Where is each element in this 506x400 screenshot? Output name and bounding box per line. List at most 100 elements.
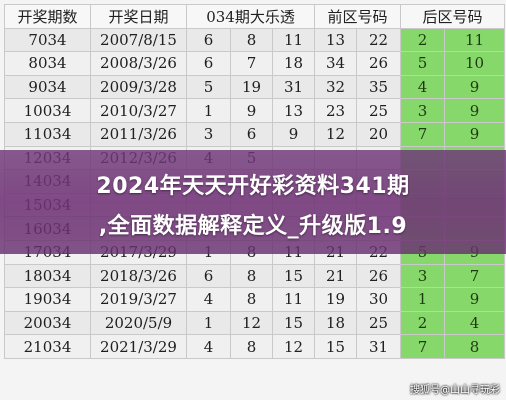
front-zone-cell: 1: [186, 98, 231, 123]
front-zone-cell: 31: [356, 334, 402, 359]
front-zone-cell: 31: [271, 74, 316, 100]
front-zone-cell: 4: [186, 334, 231, 359]
issue-cell: 9034: [4, 74, 91, 100]
back-zone-cell: 3: [400, 98, 446, 123]
back-zone-cell: 2: [400, 27, 446, 53]
back-zone-cell: 2: [400, 310, 446, 336]
back-zone-cell: 11: [444, 27, 506, 53]
column-header: 开奖日期: [90, 4, 187, 29]
issue-cell: 10034: [4, 98, 91, 123]
table-row: 19034 2019/3/27 4 8 11 19 30 1 9: [4, 287, 506, 312]
front-zone-cell: 19: [314, 287, 358, 312]
back-zone-cell: 4: [444, 310, 506, 336]
back-zone-cell: 9: [444, 287, 506, 312]
front-zone-cell: 8: [230, 334, 273, 359]
date-cell: 2009/3/28: [90, 74, 187, 100]
front-zone-cell: 13: [271, 98, 316, 123]
front-zone-cell: 34: [314, 51, 358, 76]
watermark: 搜狐号@山山寻玩彩: [410, 385, 500, 396]
front-zone-cell: 12: [314, 121, 358, 147]
title-banner: 2024年天天开好彩资料341期 ,全面数据解释定义_升级版1.9: [0, 150, 506, 254]
date-cell: 2007/8/15: [90, 27, 187, 53]
back-zone-cell: 1: [400, 287, 446, 312]
front-zone-cell: 7: [230, 51, 273, 76]
table-row: 18034 2018/3/26 6 8 15 21 26 3 7: [4, 263, 506, 289]
column-header: 034期大乐透: [185, 4, 316, 29]
front-zone-cell: 12: [271, 334, 316, 359]
column-header: 后区号码: [400, 4, 506, 29]
front-zone-cell: 30: [356, 287, 402, 312]
back-zone-cell: 7: [400, 334, 446, 359]
issue-cell: 21034: [4, 334, 91, 359]
back-zone-cell: 5: [400, 51, 446, 76]
front-zone-cell: 19: [230, 74, 273, 100]
front-zone-cell: 1: [186, 310, 231, 336]
front-zone-cell: 15: [271, 310, 316, 336]
front-zone-cell: 6: [186, 263, 231, 289]
back-zone-cell: 7: [400, 121, 446, 147]
issue-cell: 7034: [4, 27, 91, 53]
back-zone-cell: 9: [444, 74, 506, 100]
issue-cell: 19034: [4, 287, 91, 312]
table-row: 10034 2010/3/27 1 9 13 23 25 3 9: [4, 98, 506, 123]
back-zone-cell: 8: [444, 334, 506, 359]
table-row: 8034 2008/3/26 6 7 18 34 26 5 10: [4, 51, 506, 76]
front-zone-cell: 11: [271, 27, 316, 53]
front-zone-cell: 15: [271, 263, 316, 289]
table-header-row: 开奖期数 开奖日期 034期大乐透 前区号码 后区号码: [4, 4, 506, 29]
front-zone-cell: 25: [356, 98, 402, 123]
banner-title-line-1: 2024年天天开好彩资料341期: [96, 174, 410, 199]
front-zone-cell: 4: [186, 287, 231, 312]
front-zone-cell: 6: [230, 121, 273, 147]
issue-cell: 20034: [4, 310, 91, 336]
date-cell: 2020/5/9: [90, 310, 187, 336]
front-zone-cell: 6: [186, 27, 231, 53]
front-zone-cell: 32: [314, 74, 358, 100]
back-zone-cell: 9: [444, 98, 506, 123]
issue-cell: 8034: [4, 51, 91, 76]
date-cell: 2018/3/26: [90, 263, 187, 289]
front-zone-cell: 5: [186, 74, 231, 100]
front-zone-cell: 26: [356, 51, 402, 76]
front-zone-cell: 15: [314, 334, 358, 359]
back-zone-cell: 10: [444, 51, 506, 76]
column-header: 开奖期数: [4, 4, 91, 29]
front-zone-cell: 8: [230, 27, 273, 53]
date-cell: 2011/3/26: [90, 121, 187, 147]
back-zone-cell: 7: [444, 263, 506, 289]
front-zone-cell: 21: [314, 263, 358, 289]
front-zone-cell: 26: [356, 263, 402, 289]
date-cell: 2021/3/29: [90, 334, 187, 359]
front-zone-cell: 22: [356, 27, 402, 53]
front-zone-cell: 25: [356, 310, 402, 336]
table-row: 7034 2007/8/15 6 8 11 13 22 2 11: [4, 27, 506, 53]
date-cell: 2019/3/27: [90, 287, 187, 312]
front-zone-cell: 20: [356, 121, 402, 147]
date-cell: 2008/3/26: [90, 51, 187, 76]
front-zone-cell: 18: [271, 51, 316, 76]
back-zone-cell: 3: [400, 263, 446, 289]
back-zone-cell: 4: [400, 74, 446, 100]
table-row: 20034 2020/5/9 1 12 15 18 25 2 4: [4, 310, 506, 336]
banner-title-line-2: ,全面数据解释定义_升级版1.9: [98, 214, 408, 239]
front-zone-cell: 9: [230, 98, 273, 123]
front-zone-cell: 12: [230, 310, 273, 336]
column-header: 前区号码: [314, 4, 402, 29]
front-zone-cell: 8: [230, 263, 273, 289]
table-row: 21034 2021/3/29 4 8 12 15 31 7 8: [4, 334, 506, 359]
date-cell: 2010/3/27: [90, 98, 187, 123]
front-zone-cell: 18: [314, 310, 358, 336]
table-row: 9034 2009/3/28 5 19 31 32 35 4 9: [4, 74, 506, 100]
front-zone-cell: 9: [271, 121, 316, 147]
front-zone-cell: 6: [186, 51, 231, 76]
front-zone-cell: 23: [314, 98, 358, 123]
front-zone-cell: 13: [314, 27, 358, 53]
front-zone-cell: 11: [271, 287, 316, 312]
issue-cell: 11034: [4, 121, 91, 147]
front-zone-cell: 3: [186, 121, 231, 147]
issue-cell: 18034: [4, 263, 91, 289]
front-zone-cell: 35: [356, 74, 402, 100]
back-zone-cell: 9: [444, 121, 506, 147]
front-zone-cell: 8: [230, 287, 273, 312]
